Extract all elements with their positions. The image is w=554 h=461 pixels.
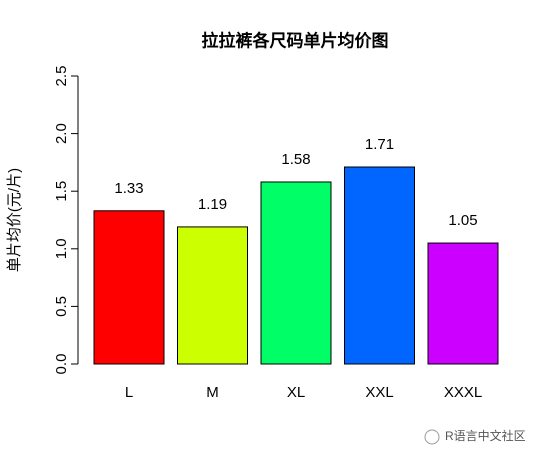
y-tick-label: 1.5 (53, 181, 70, 202)
bar (177, 226, 248, 365)
watermark: R语言中文社区 (445, 428, 526, 443)
y-tick-label: 0.5 (53, 296, 70, 317)
x-tick-label: XXXL (444, 384, 482, 401)
value-label: 1.05 (448, 212, 477, 229)
bar (93, 210, 165, 365)
y-tick-label: 0.0 (53, 354, 70, 375)
bar (260, 181, 332, 365)
x-tick-label: XL (287, 384, 305, 401)
value-label: 1.19 (198, 196, 227, 213)
value-label: 1.33 (114, 180, 143, 197)
y-tick-label: 1.0 (53, 238, 70, 259)
y-tick-label: 2.0 (53, 123, 70, 144)
value-label: 1.71 (365, 136, 394, 153)
y-axis-title: 单片均价(元/片) (6, 168, 23, 272)
chart-title: 拉拉裤各尺码单片均价图 (202, 31, 389, 52)
value-label: 1.58 (281, 151, 310, 168)
bar (344, 166, 415, 365)
watermark-icon (424, 429, 440, 445)
bar (427, 242, 499, 365)
x-tick-label: L (125, 384, 133, 401)
x-tick-label: M (206, 384, 219, 401)
y-tick-label: 2.5 (53, 66, 70, 87)
x-tick-label: XXL (365, 384, 393, 401)
